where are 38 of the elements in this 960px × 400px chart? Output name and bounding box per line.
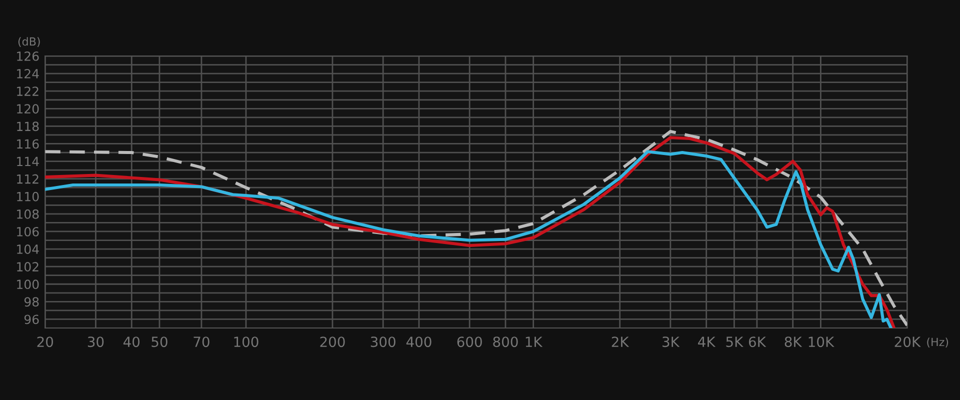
y-tick-label: 116 xyxy=(17,139,39,149)
x-tick-label: 8K xyxy=(784,336,802,348)
x-tick-label: 5K xyxy=(726,336,744,348)
x-tick-label: 100 xyxy=(234,336,258,348)
x-tick-label: 800 xyxy=(493,336,518,348)
y-tick-label: 100 xyxy=(17,280,39,290)
x-tick-label: 70 xyxy=(194,336,210,348)
y-tick-label: 98 xyxy=(24,297,39,307)
y-tick-label: 106 xyxy=(17,226,39,236)
x-tick-label: 2K xyxy=(612,336,630,347)
y-tick-label: 122 xyxy=(17,86,38,96)
y-tick-label: 96 xyxy=(24,314,39,324)
x-tick-label: 30 xyxy=(88,336,104,348)
x-tick-label: 400 xyxy=(406,336,432,348)
x-axis-title: (Hz) xyxy=(927,338,948,348)
x-tick-label: 300 xyxy=(370,336,396,348)
y-tick-label: 112 xyxy=(17,174,38,184)
y-tick-label: 126 xyxy=(17,51,39,61)
x-tick-label: 50 xyxy=(152,336,168,348)
y-tick-label: 102 xyxy=(17,262,38,272)
x-tick-label: 200 xyxy=(320,336,345,348)
y-tick-label: 114 xyxy=(17,156,39,166)
x-tick-label: 10K xyxy=(808,336,834,348)
x-tick-label: 3K xyxy=(662,336,680,348)
y-axis-title: (dB) xyxy=(18,37,40,47)
y-tick-label: 104 xyxy=(17,244,39,254)
x-tick-label: 6K xyxy=(748,336,766,348)
y-tick-label: 124 xyxy=(17,69,39,78)
x-tick-label: 600 xyxy=(457,336,482,348)
y-tick-label: 108 xyxy=(17,209,39,219)
y-tick-label: 110 xyxy=(17,192,39,202)
x-tick-label: 40 xyxy=(123,336,140,348)
y-tick-label: 120 xyxy=(17,104,39,114)
x-tick-label: 4K xyxy=(698,336,716,347)
y-tick-label: 118 xyxy=(17,122,39,132)
x-tick-label: 20K xyxy=(894,336,921,348)
x-tick-label: 1K xyxy=(526,336,543,347)
x-tick-label: 20 xyxy=(37,336,54,348)
